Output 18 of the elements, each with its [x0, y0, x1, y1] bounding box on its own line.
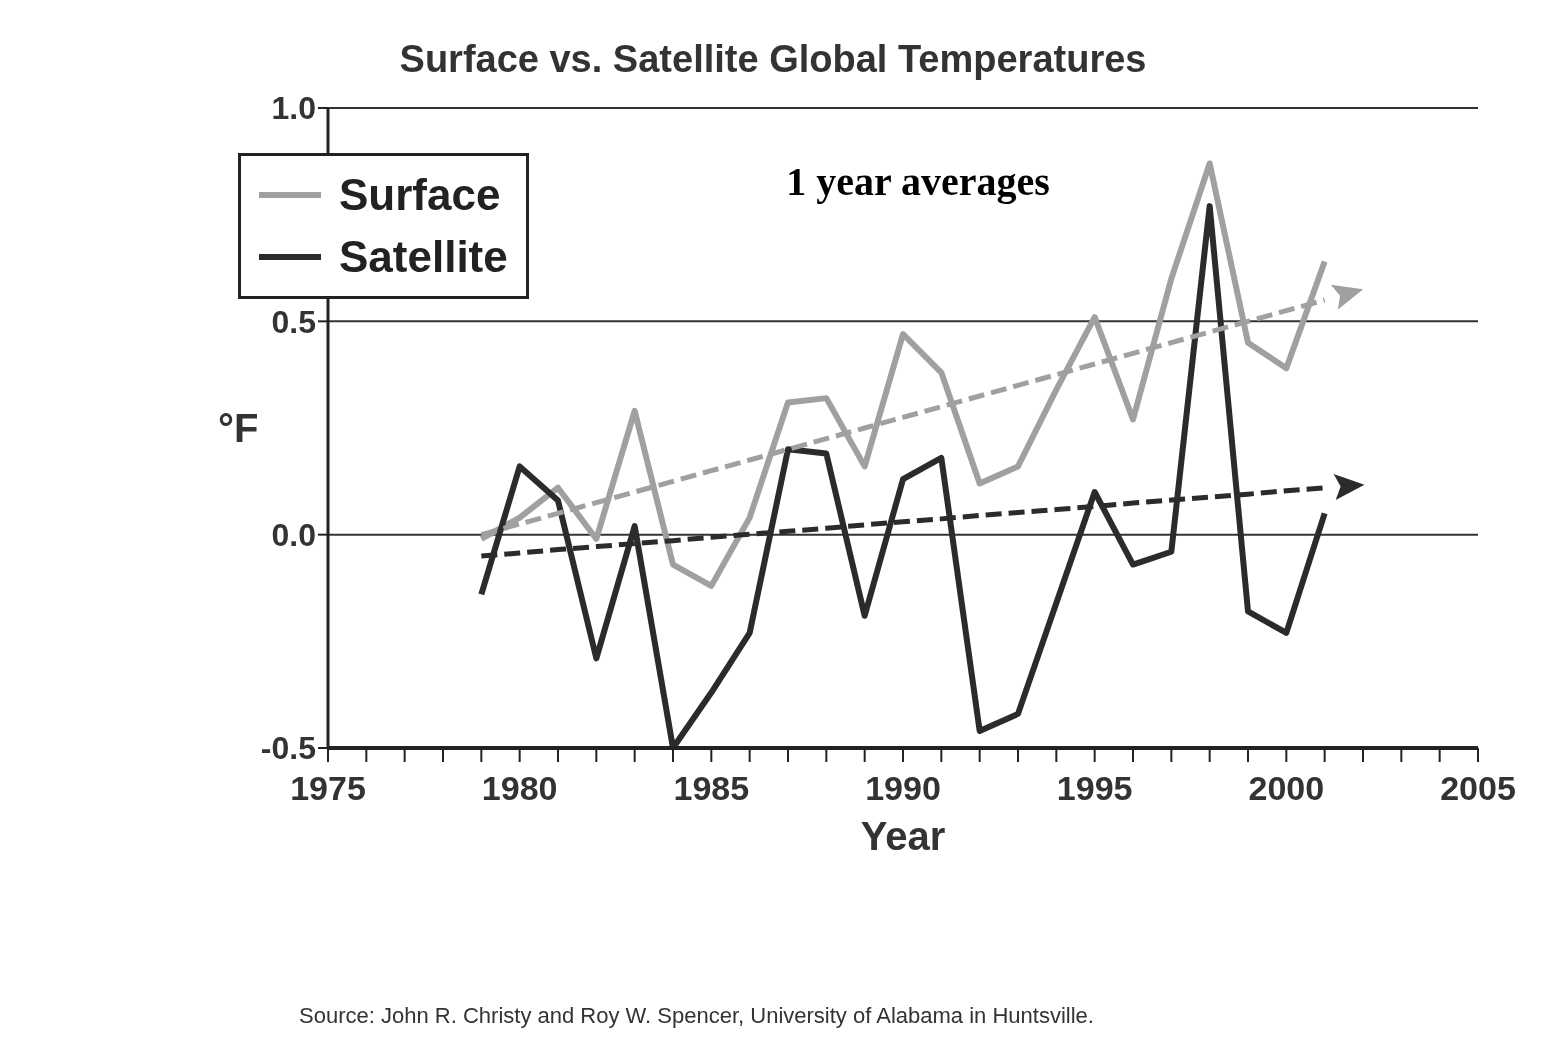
x-tick-label: 1985: [673, 769, 750, 808]
source-note: Source: John R. Christy and Roy W. Spencer, University of Alabama in Huntsville.: [298, 1003, 1095, 1029]
x-tick-label: 2005: [1440, 769, 1516, 808]
x-tick-label: 1990: [865, 769, 941, 808]
x-tick-label: 2000: [1248, 769, 1325, 808]
y-tick-label: 0.5: [271, 303, 316, 340]
x-tick-label: 1975: [290, 769, 366, 808]
annotation: 1 year averages: [785, 158, 1051, 205]
chart-title: Surface vs. Satellite Global Temperatures: [398, 38, 1148, 81]
y-tick-label: 0.0: [271, 517, 316, 554]
y-tick-label: 1.0: [271, 90, 316, 127]
x-tick-label: 1980: [481, 769, 558, 808]
legend-label: Satellite: [339, 231, 508, 283]
y-axis-title: °F: [218, 406, 259, 451]
legend-label: Surface: [339, 169, 501, 221]
y-tick-label: -0.5: [260, 730, 316, 767]
x-axis-title: Year: [860, 814, 946, 858]
x-tick-label: 1995: [1056, 769, 1133, 808]
